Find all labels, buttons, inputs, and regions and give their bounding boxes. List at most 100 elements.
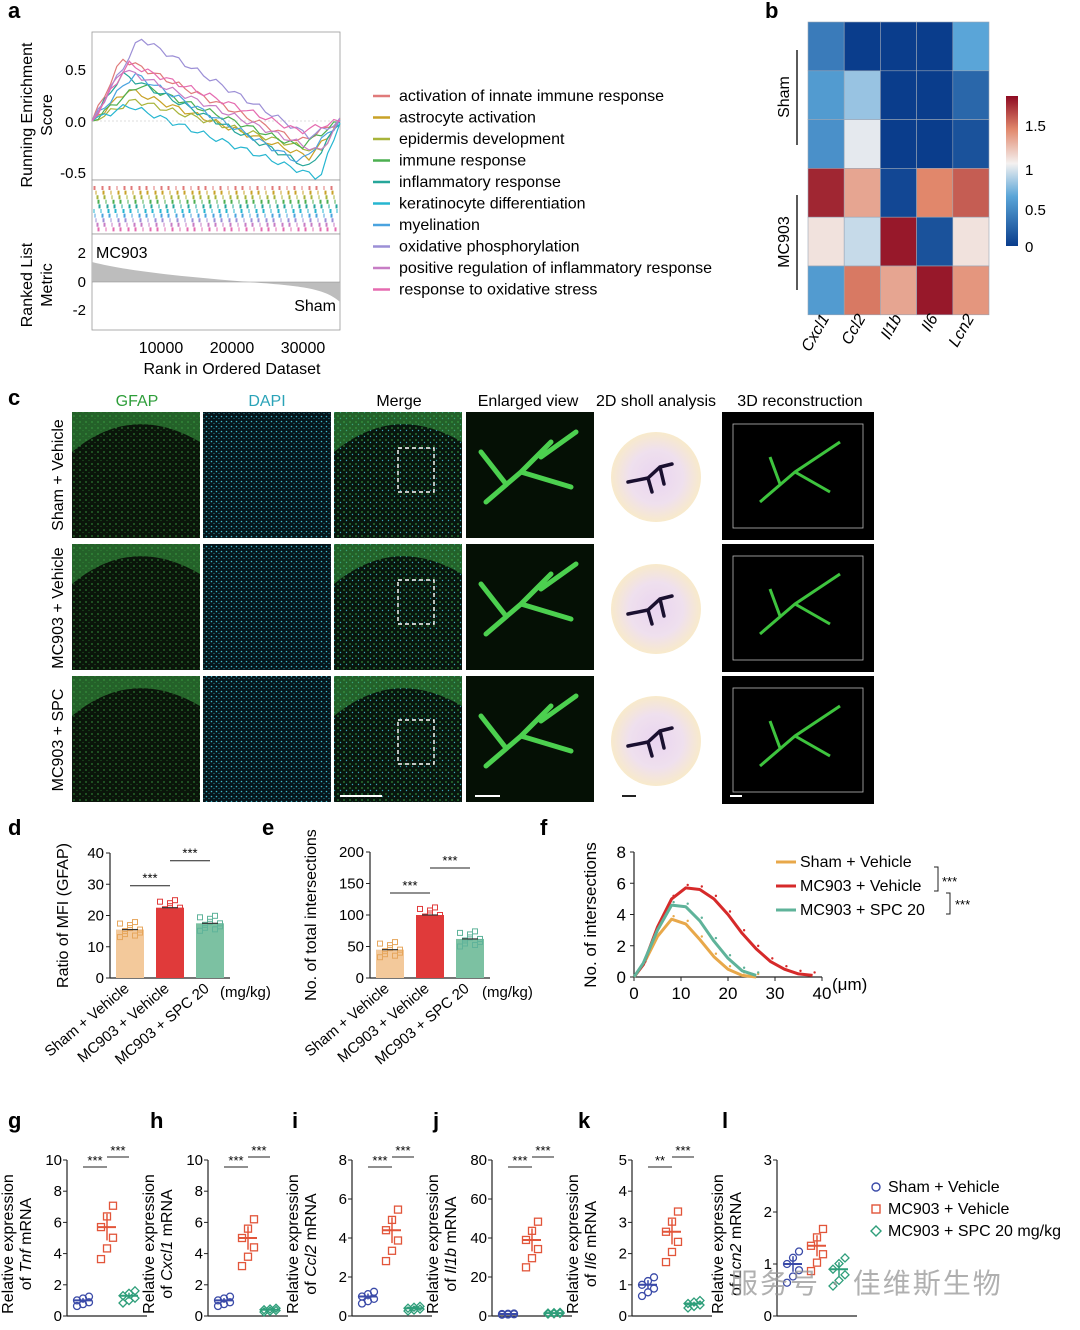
bar-3 (456, 938, 484, 978)
data-point (472, 941, 478, 948)
panel-letter-c: c (8, 385, 20, 410)
sholl-point (771, 957, 774, 960)
y-tick-label: 4 (619, 1183, 627, 1200)
legend-label-10: response to oxidative stress (399, 282, 597, 299)
y-tick-label: 8 (617, 843, 626, 862)
gsea-curve-1 (91, 58, 341, 142)
sholl-disc-row3 (611, 696, 701, 786)
tissue-edge (72, 544, 200, 584)
sig-label-2: *** (110, 1143, 125, 1158)
data-point (157, 898, 163, 905)
legend-label-3: epidermis development (399, 131, 565, 148)
heatmap-cell (807, 265, 845, 316)
data-point-spc (828, 1281, 838, 1291)
data-point (377, 940, 383, 947)
heatmap-cell (880, 119, 917, 169)
data-point-mc903 (533, 1217, 543, 1226)
panel-letter-a: a (8, 0, 21, 23)
sholl-point (672, 894, 675, 898)
data-point-spc (840, 1269, 850, 1280)
heatmap-cell (916, 21, 954, 72)
heatmap-group-sham: Sham (776, 76, 793, 118)
data-point (397, 949, 403, 956)
sig-label-1: ** (655, 1153, 665, 1168)
y-tick-label: 0 (96, 970, 104, 987)
y-tick-label: 0 (356, 970, 364, 987)
data-point (462, 937, 468, 944)
data-point-mc903 (673, 1237, 683, 1247)
gsea-ylabel-bottom-1: Ranked List (19, 242, 36, 327)
heatmap-gene-labels: Cxcl1 Ccl2 Il1b Il6 Lcn2 (798, 311, 978, 354)
y-tick-label: 30 (87, 876, 104, 893)
y-tick-label: 40 (470, 1230, 487, 1247)
micrograph-dapi-row1 (203, 412, 331, 538)
unit-label: (mg/kg) (482, 984, 533, 1001)
data-point-mc903 (818, 1224, 828, 1234)
data-point (422, 913, 428, 920)
data-point-sham (788, 1272, 798, 1281)
data-point-mc903 (243, 1252, 253, 1261)
reconstruction-trace (759, 704, 841, 768)
data-point (382, 951, 388, 958)
gsea-ytick-top-1: 0.0 (65, 114, 86, 131)
gsea-ytick-bottom-1: 0 (78, 274, 86, 291)
tissue-edge (334, 412, 462, 452)
heatmap-cell (880, 216, 917, 267)
gsea-legend: activation of innate immune response astr… (373, 88, 712, 299)
reconstruction-trace (759, 572, 841, 636)
inset-box (397, 579, 435, 625)
data-point-mc903 (387, 1246, 397, 1255)
colorbar-tick-1: 1 (1025, 162, 1033, 179)
sholl-point (658, 932, 661, 935)
gsea-barcode (93, 186, 338, 232)
sholl-trace-row1 (626, 462, 674, 494)
y-axis-label-line2: of Tnf mRNA (18, 1197, 35, 1290)
heatmap-cell (843, 265, 881, 316)
data-point-sham (225, 1298, 235, 1307)
sig-label-1: *** (142, 871, 157, 886)
row-label-mc903: MC903 + Vehicle (50, 547, 67, 669)
legend-marker-3 (870, 1225, 882, 1237)
panel-letter-b: b (765, 0, 778, 23)
data-point (117, 920, 123, 927)
y-tick-label: 6 (195, 1214, 203, 1231)
y-tick-label: 200 (339, 844, 364, 861)
data-point (377, 954, 383, 961)
sholl-trace-row2 (626, 594, 674, 626)
y-axis-label-line1: Relative expression (285, 1174, 302, 1314)
heatmap-cell (807, 168, 845, 218)
x-tick-label: 30 (766, 984, 785, 1003)
y-tick-label: 0 (764, 1308, 772, 1325)
gsea-ytick-bottom-0: 2 (78, 245, 86, 262)
y-tick-label: 40 (87, 845, 104, 862)
data-point-mc903 (393, 1205, 403, 1214)
sholl-point (672, 900, 675, 904)
y-tick-label: 1 (619, 1277, 627, 1294)
sholl-point (700, 885, 703, 888)
heatmap-cell (916, 119, 954, 169)
micrograph-dapi-row3 (203, 676, 331, 802)
y-tick-label: 6 (54, 1214, 62, 1231)
legend-marker-2 (871, 1204, 881, 1214)
legend-label-5: inflammatory response (399, 174, 561, 191)
y-tick-label: 2 (339, 1269, 347, 1286)
y-tick-label: 80 (470, 1152, 487, 1169)
panel-letter-i: i (292, 1108, 298, 1133)
y-axis-label: No. of total intersections (303, 829, 320, 1001)
x-tick-label: 10 (672, 984, 691, 1003)
data-point (462, 940, 468, 947)
y-axis-label-line1: Relative expression (0, 1174, 17, 1314)
gsea-curve-6 (91, 103, 341, 181)
sholl-disc-row2 (611, 564, 701, 654)
bar-3 (196, 923, 224, 978)
y-axis-label-line1: Relative expression (565, 1174, 582, 1314)
gene-label-Il1b: Il1b (878, 311, 906, 342)
y-axis-label-line2: of Lcn2 mRNA (728, 1192, 745, 1296)
y-tick-label: 4 (195, 1246, 203, 1263)
gsea-ylabel-top-2: Score (39, 94, 56, 136)
y-tick-label: 10 (87, 939, 104, 956)
data-point-sham (782, 1278, 792, 1287)
sholl-point (714, 952, 718, 955)
gsea-xtick-2: 30000 (281, 340, 326, 357)
